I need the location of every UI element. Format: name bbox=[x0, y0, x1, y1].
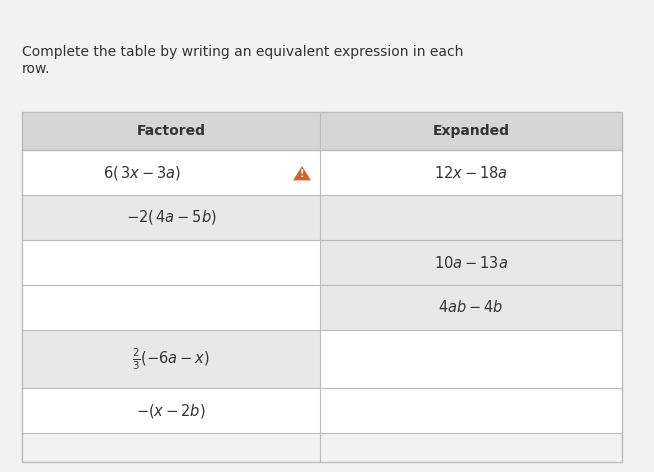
Text: $10a - 13a$: $10a - 13a$ bbox=[434, 254, 508, 270]
Bar bbox=[320, 240, 622, 285]
Text: Complete the table by writing an equivalent expression in each: Complete the table by writing an equival… bbox=[22, 45, 464, 59]
Text: Expanded: Expanded bbox=[432, 124, 509, 138]
Text: $\frac{2}{3}(-6a - x)$: $\frac{2}{3}(-6a - x)$ bbox=[132, 346, 210, 371]
Bar bbox=[22, 388, 320, 433]
Text: $4ab - 4b$: $4ab - 4b$ bbox=[438, 300, 504, 315]
Bar bbox=[22, 112, 622, 462]
Bar bbox=[22, 330, 320, 388]
Bar bbox=[22, 150, 320, 195]
Bar bbox=[320, 330, 622, 388]
Text: $-2(\,4a - 5b)$: $-2(\,4a - 5b)$ bbox=[126, 209, 216, 227]
Bar bbox=[320, 285, 622, 330]
Bar bbox=[22, 285, 320, 330]
Text: $12x - 18a$: $12x - 18a$ bbox=[434, 165, 508, 180]
Bar bbox=[22, 240, 320, 285]
Bar bbox=[320, 150, 622, 195]
Polygon shape bbox=[293, 166, 311, 180]
Bar bbox=[22, 112, 622, 150]
Bar bbox=[320, 195, 622, 240]
Text: row.: row. bbox=[22, 62, 50, 76]
Text: $6(\,3x - 3a)$: $6(\,3x - 3a)$ bbox=[103, 163, 181, 182]
Text: Factored: Factored bbox=[137, 124, 205, 138]
Bar bbox=[320, 388, 622, 433]
Bar bbox=[22, 195, 320, 240]
Text: $-(x - 2b)$: $-(x - 2b)$ bbox=[136, 402, 206, 420]
Text: !: ! bbox=[300, 169, 304, 179]
